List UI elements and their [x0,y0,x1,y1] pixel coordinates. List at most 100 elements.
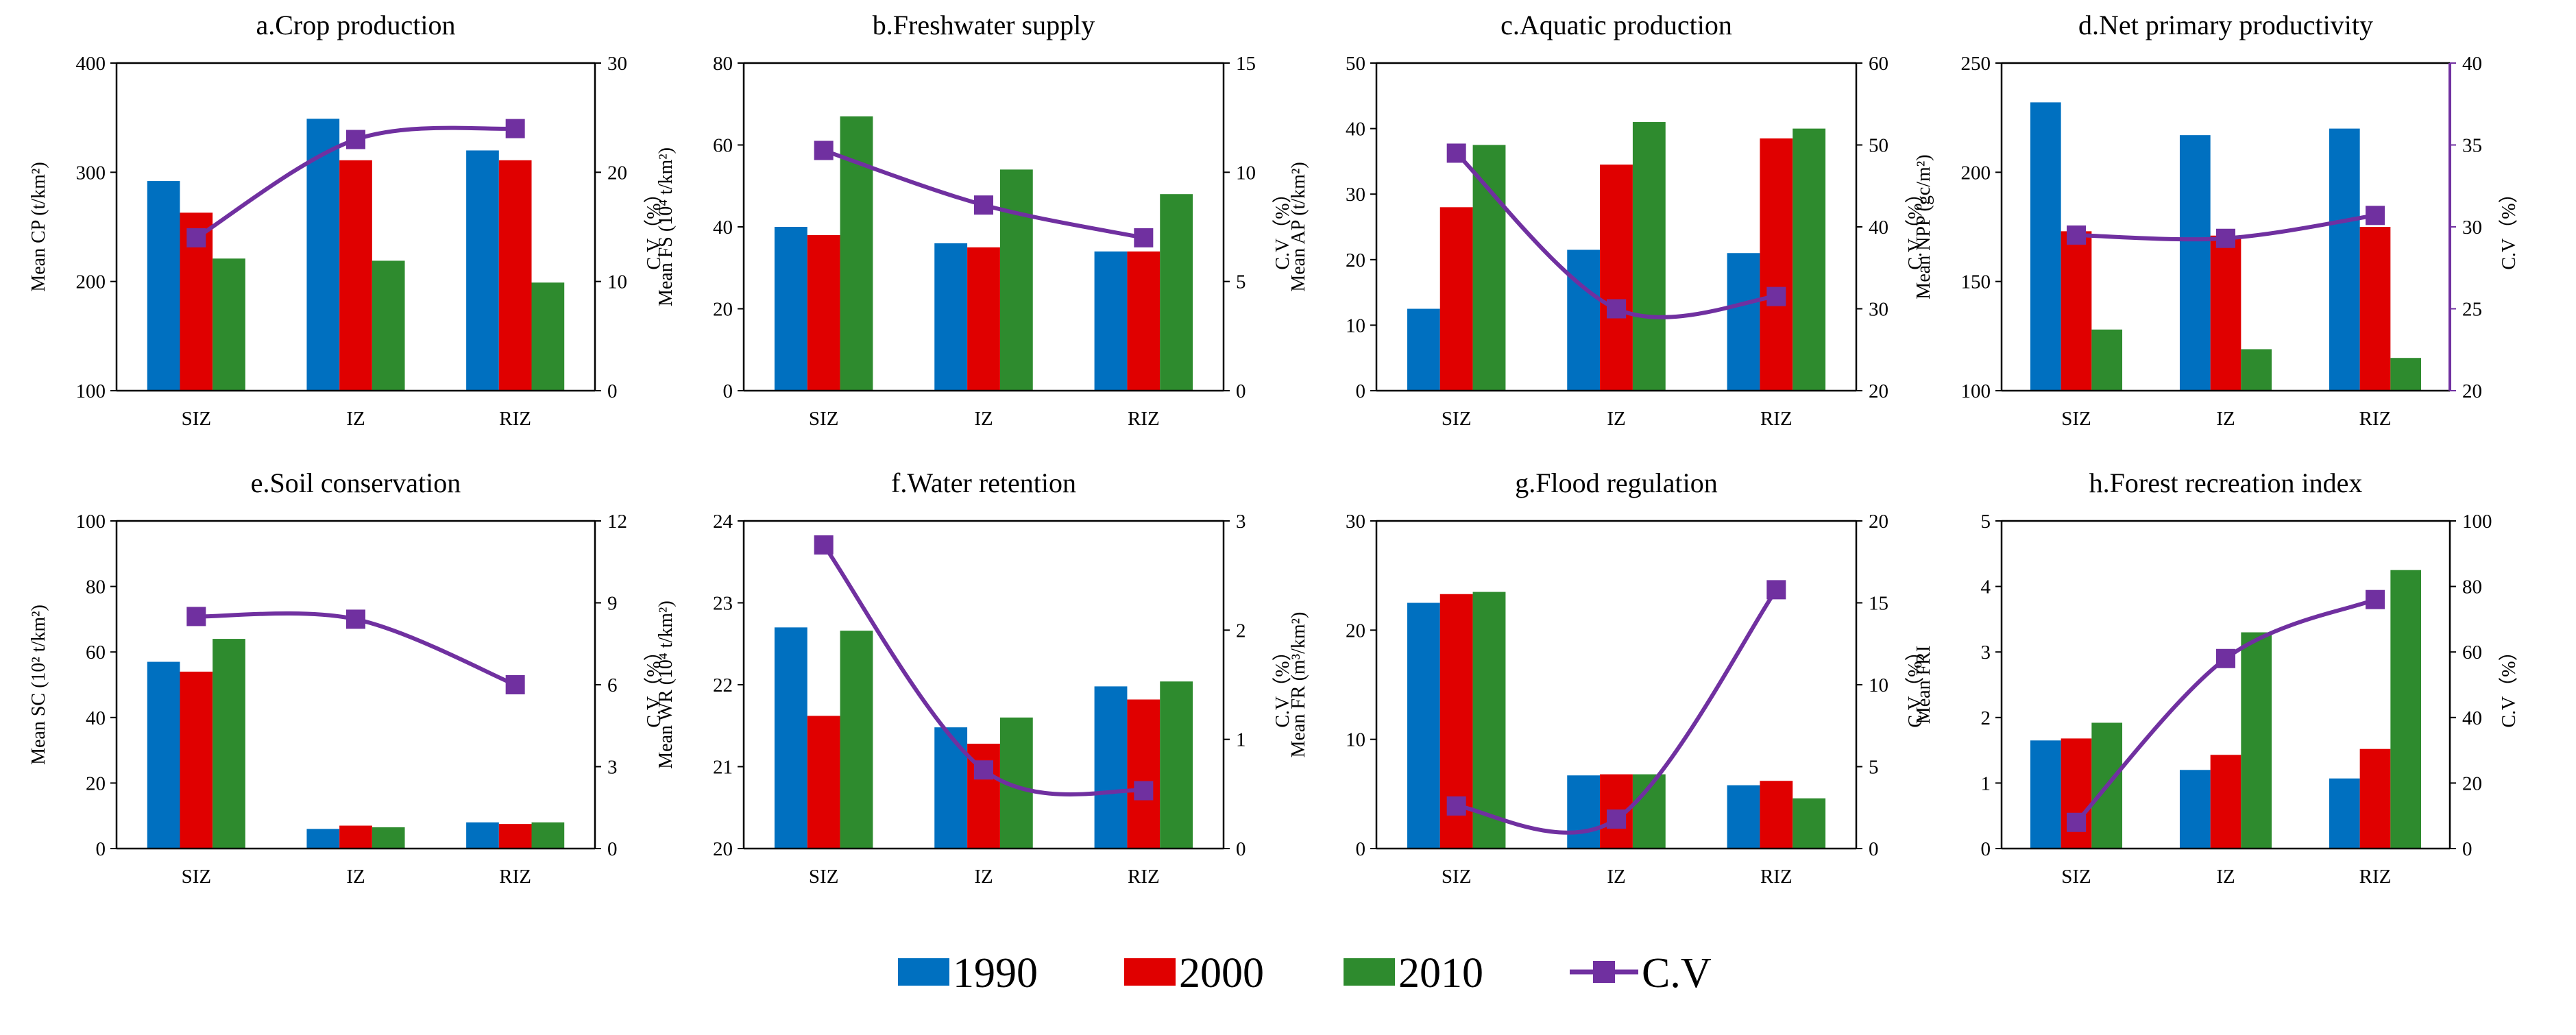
bar-2000-IZ [967,247,1000,391]
chart-title: a.Crop production [256,10,455,40]
legend-label: 2000 [1179,950,1264,997]
cv-marker-IZ [974,760,993,780]
cv-marker-IZ [346,130,365,149]
left-tick-label: 50 [1346,53,1365,75]
bar-2010-SIZ [1472,145,1506,391]
category-label: RIZ [1760,866,1793,888]
right-tick-label: 5 [1869,757,1879,779]
chart-3: c.Aquatic production SIZ IZ RIZ 0 10 20 30 40 50 2… [1288,10,1926,430]
bar-1990-RIZ [466,150,499,391]
right-axis-title: C.V（%） [1272,184,1293,269]
legend-swatch-2010 [1344,958,1395,986]
cv-marker-RIZ [505,119,525,138]
right-tick-label: 3 [1236,511,1246,533]
right-axis-title: C.V（%） [643,184,665,269]
right-tick-label: 9 [607,593,618,615]
right-tick-label: 5 [1236,271,1246,293]
bar-2000-IZ [339,825,372,849]
category-label: IZ [2216,408,2235,430]
chart-2: b.Freshwater supply SIZ IZ RIZ 0 20 40 60 80 0 5 10… [655,10,1293,430]
legend-label: 1990 [953,950,1038,997]
left-tick-label: 300 [76,162,106,184]
left-tick-label: 20 [1346,620,1365,642]
bar-1990-IZ [2179,770,2211,849]
right-tick-label: 40 [2462,53,2482,75]
bar-2010-SIZ [1472,592,1506,849]
category-label: IZ [346,408,365,430]
right-tick-label: 6 [607,674,618,696]
left-tick-label: 200 [1961,162,1991,184]
right-tick-label: 15 [1236,53,1256,75]
legend-marker-cv [1593,961,1615,983]
left-tick-label: 10 [1346,729,1365,751]
bar-1990-RIZ [466,822,499,849]
bar-1990-IZ [306,119,340,391]
right-tick-label: 0 [1869,838,1879,860]
left-tick-label: 23 [713,593,733,615]
category-label: SIZ [182,408,212,430]
left-tick-label: 60 [713,135,733,157]
bar-2000-SIZ [2061,738,2092,849]
left-axis-title: Mean WR (10⁴ t/km²) [655,600,677,769]
left-tick-label: 30 [1346,184,1365,206]
right-tick-label: 10 [1236,162,1256,184]
left-tick-label: 24 [713,511,733,533]
left-tick-label: 21 [713,757,733,779]
chart-5: e.Soil conservation SIZ IZ RIZ 0 20 40 60 80 100 0… [28,467,665,888]
left-axis-title: Mean CP (t/km²) [28,162,49,291]
left-tick-label: 22 [713,674,733,696]
chart-title: d.Net primary productivity [2078,10,2373,40]
chart-title: b.Freshwater supply [873,10,1095,40]
left-tick-label: 80 [713,53,733,75]
right-axis-title: C.V（%） [2498,184,2520,269]
left-tick-label: 3 [1981,642,1991,663]
left-tick-label: 0 [96,838,106,860]
left-tick-label: 150 [1961,271,1991,293]
legend-swatch-1990 [898,958,949,986]
right-tick-label: 25 [2462,299,2482,321]
right-tick-label: 12 [607,511,627,533]
category-label: IZ [2216,866,2235,888]
chart-title: c.Aquatic production [1500,10,1732,40]
bar-2000-SIZ [2061,231,2092,391]
bar-2010-SIZ [212,258,245,391]
bar-1990-SIZ [147,181,180,391]
bar-2010-RIZ [2390,358,2422,391]
right-tick-label: 20 [2462,380,2482,402]
cv-marker-SIZ [1446,796,1466,816]
bar-1990-RIZ [1727,253,1760,391]
legend-label: C.V [1642,950,1712,997]
category-label: SIZ [809,866,839,888]
left-axis-title: Mean AP (t/km²) [1288,162,1309,291]
right-tick-label: 60 [1869,53,1888,75]
right-axis-title: C.V（%） [1904,184,1926,269]
legend: 1990 2000 2010 C.V [898,950,1712,997]
cv-marker-IZ [1607,299,1626,319]
left-tick-label: 80 [86,576,106,598]
bar-2010-SIZ [840,631,873,849]
bar-2000-IZ [339,160,372,391]
bar-2010-RIZ [2390,570,2422,849]
bar-2000-SIZ [180,671,213,849]
category-label: RIZ [1128,408,1160,430]
bar-2010-IZ [372,260,405,391]
right-tick-label: 60 [2462,642,2482,663]
left-tick-label: 20 [713,299,733,321]
category-label: SIZ [2061,866,2091,888]
chart-title: f.Water retention [891,467,1076,498]
left-axis-title: Mean SC (10² t/km²) [28,605,49,765]
bar-2000-RIZ [1760,781,1793,849]
right-tick-label: 2 [1236,620,1246,642]
cv-marker-SIZ [814,535,834,555]
left-tick-label: 0 [1356,380,1366,402]
right-axis-title: C.V（%） [1272,642,1293,727]
left-tick-label: 1 [1981,772,1991,794]
bar-2010-SIZ [2091,329,2123,391]
left-tick-label: 2 [1981,707,1991,729]
cv-marker-SIZ [186,607,206,626]
category-label: SIZ [182,866,212,888]
right-tick-label: 40 [1869,217,1888,239]
right-tick-label: 0 [607,838,618,860]
bar-2010-IZ [372,827,405,849]
